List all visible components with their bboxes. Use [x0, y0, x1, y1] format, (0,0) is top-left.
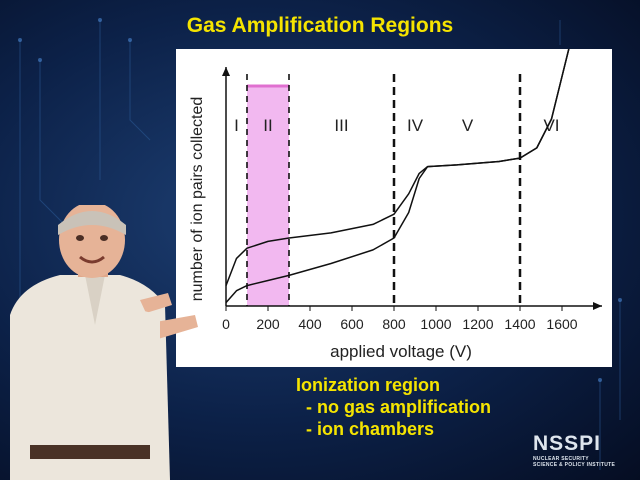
caption: Ionization region - no gas amplification…: [296, 374, 491, 440]
y-axis-arrow: [222, 67, 230, 76]
highlight-region-II: [247, 86, 289, 306]
x-tick-label-200: 200: [256, 316, 280, 332]
x-tick-label-600: 600: [340, 316, 364, 332]
caption-line-1: Ionization region: [296, 375, 440, 395]
x-tick-label-1400: 1400: [504, 316, 535, 332]
region-label-III: III: [334, 116, 348, 135]
x-axis-arrow: [593, 302, 602, 310]
y-axis-title: number of ion pairs collected: [189, 97, 206, 302]
x-tick-label-1200: 1200: [462, 316, 493, 332]
x-tick-label-0: 0: [222, 316, 230, 332]
logo-name: NSSPI: [533, 432, 602, 455]
x-tick-label-1600: 1600: [546, 316, 577, 332]
presenter-figure: [10, 205, 198, 480]
nsspi-logo: NSSPI NUCLEAR SECURITY SCIENCE & POLICY …: [533, 432, 633, 468]
region-label-V: V: [462, 116, 474, 135]
region-label-I: I: [234, 116, 239, 135]
caption-line-3: - ion chambers: [296, 419, 435, 439]
x-tick-label-800: 800: [382, 316, 406, 332]
logo-subtitle-2: SCIENCE & POLICY INSTITUTE: [533, 462, 616, 468]
slide-title: Gas Amplification Regions: [186, 14, 454, 37]
region-label-VI: VI: [543, 116, 559, 135]
logo-subtitle-1: NUCLEAR SECURITY: [533, 456, 589, 462]
region-label-II: II: [263, 116, 272, 135]
series-curve-2: [225, 49, 570, 304]
chart-panel: 0 200 400 600 800 1000 1200 1400 1600 applied vol…: [176, 49, 612, 367]
x-axis-title: applied voltage (V): [330, 342, 472, 361]
caption-line-2: - no gas amplification: [296, 397, 492, 417]
x-tick-label-400: 400: [298, 316, 322, 332]
chart: 0 200 400 600 800 1000 1200 1400 1600 applied vol…: [189, 49, 602, 361]
region-label-IV: IV: [407, 116, 424, 135]
x-tick-label-1000: 1000: [420, 316, 451, 332]
